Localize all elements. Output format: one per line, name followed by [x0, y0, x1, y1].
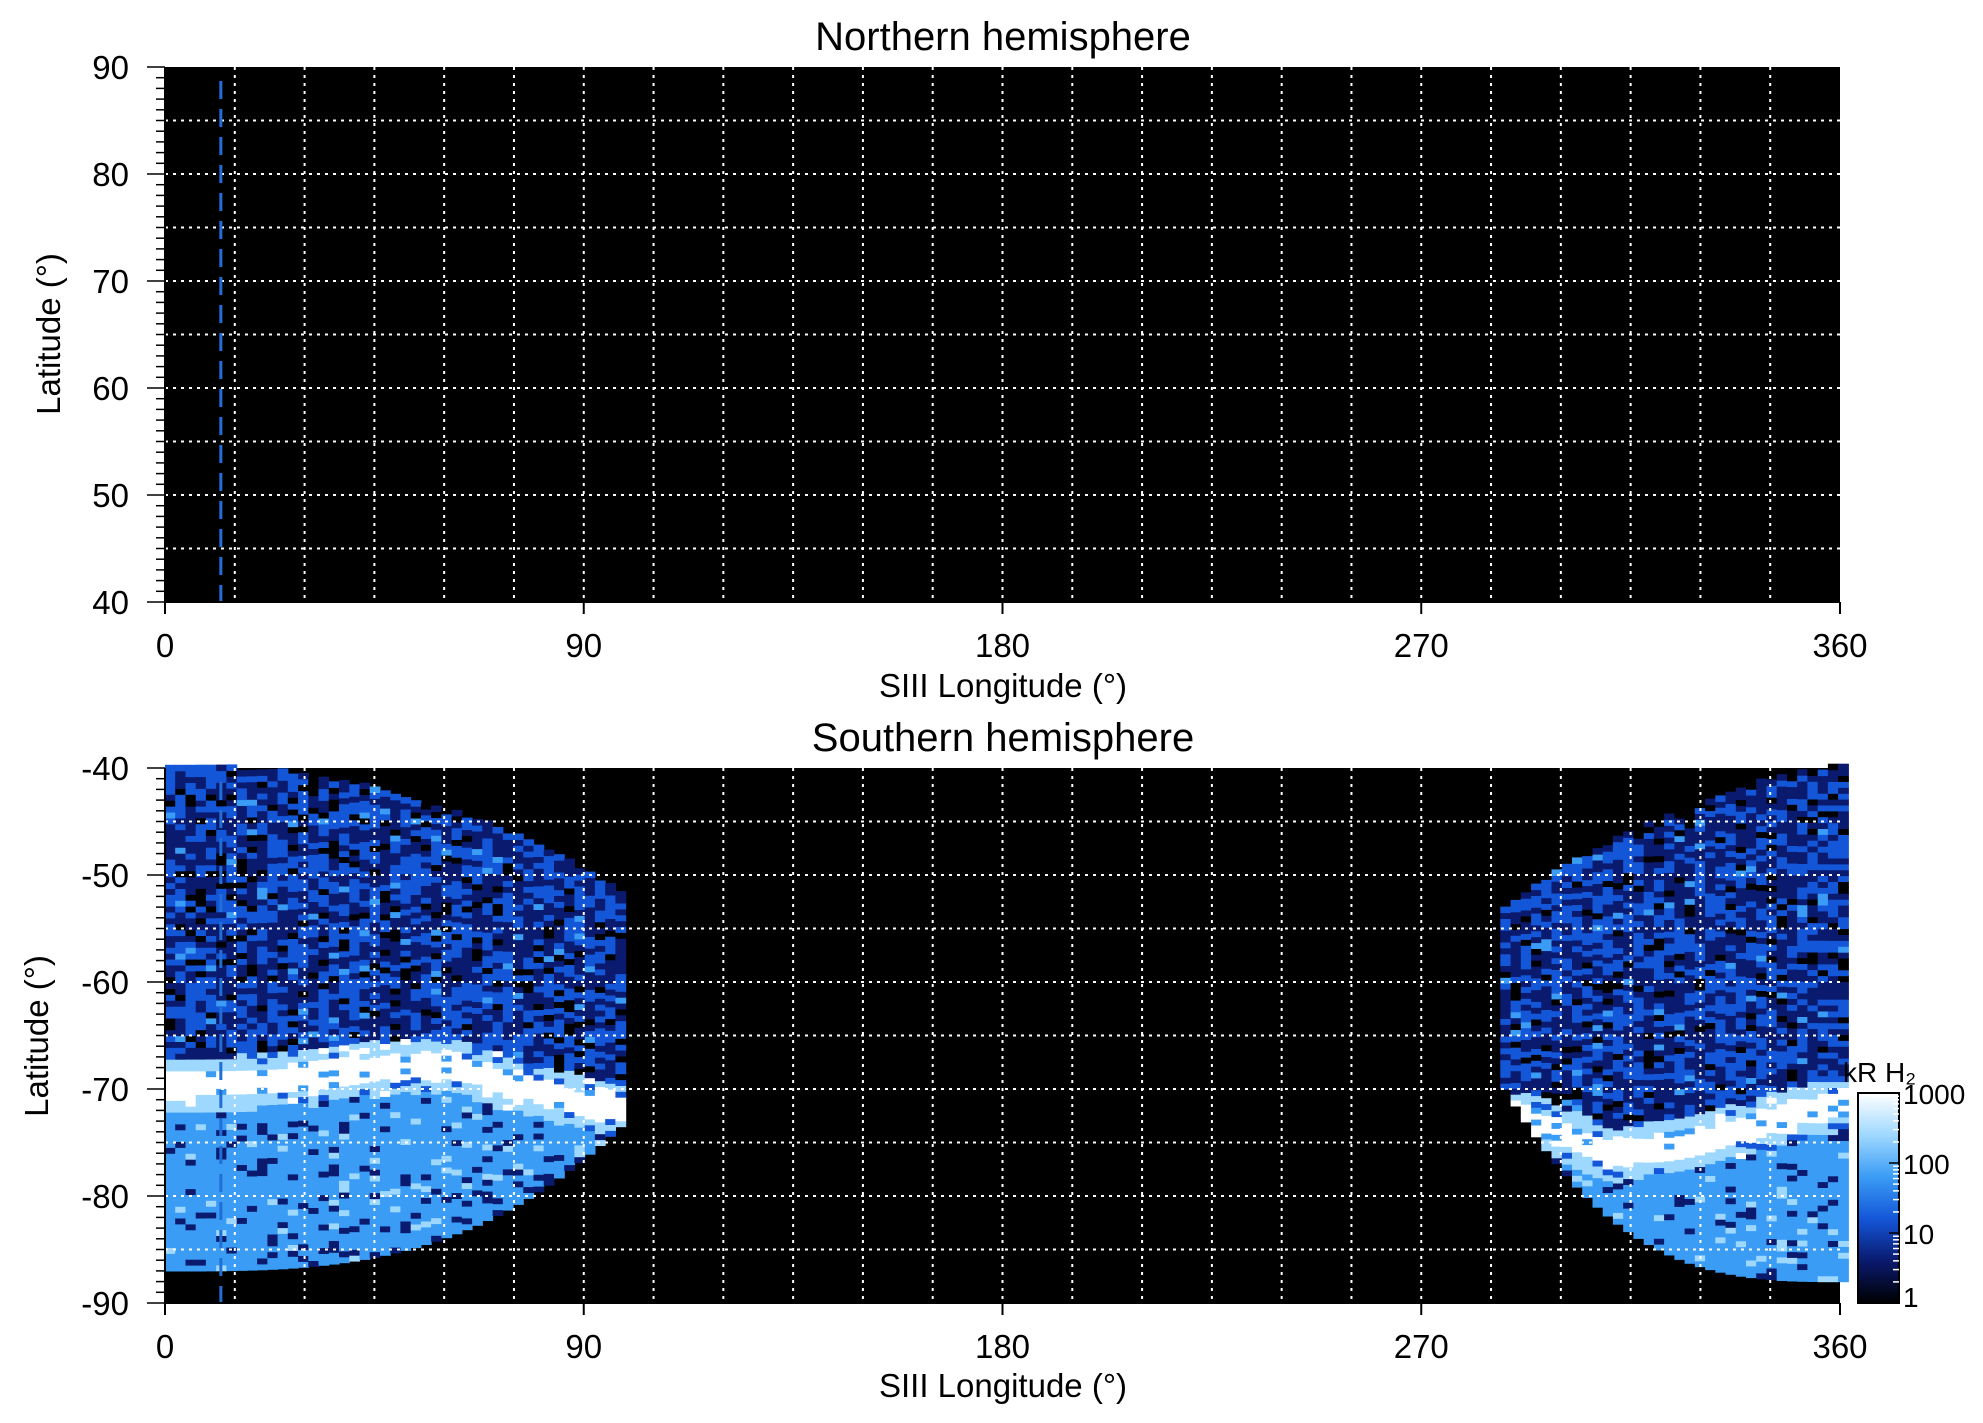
x-tick-label: 90	[565, 1328, 602, 1365]
y-tick-label: -80	[81, 1178, 129, 1215]
y-tick-label: 90	[92, 49, 129, 86]
x-tick-label: 0	[156, 627, 174, 664]
colorbar: kR H₂ 1 10 100 1000	[1843, 1057, 1965, 1313]
y-tick-label: 70	[92, 263, 129, 300]
y-tick-label: 80	[92, 156, 129, 193]
north-y-axis-label: Latitude (°)	[30, 253, 67, 415]
south-x-axis-label: SIII Longitude (°)	[879, 1367, 1127, 1404]
south-grid	[165, 768, 1840, 1303]
x-tick-label: 0	[156, 1328, 174, 1365]
south-emission-map	[165, 763, 1849, 1283]
y-tick-label: 50	[92, 477, 129, 514]
colorbar-gradient	[1857, 1092, 1900, 1304]
emission-region	[1500, 763, 1849, 1283]
x-tick-label: 270	[1394, 1328, 1449, 1365]
colorbar-tick-label: 10	[1903, 1219, 1934, 1250]
x-tick-label: 90	[565, 627, 602, 664]
north-x-axis-label: SIII Longitude (°)	[879, 667, 1127, 704]
colorbar-tick-label: 1000	[1903, 1079, 1965, 1110]
colorbar-tick-label: 100	[1903, 1149, 1950, 1180]
x-tick-label: 180	[975, 627, 1030, 664]
north-title: Northern hemisphere	[815, 15, 1191, 59]
south-y-axis-label: Latitude (°)	[18, 955, 55, 1117]
south-panel: Southern hemisphere -90 -80 -70 -60 -50 -40 0…	[18, 716, 1868, 1404]
north-panel: Northern hemisphere 40 50 60 70 80 90 0 90 180 2…	[30, 15, 1868, 704]
y-tick-label: -90	[81, 1285, 129, 1322]
x-tick-label: 360	[1812, 1328, 1867, 1365]
north-grid	[165, 67, 1840, 602]
emission-region	[165, 764, 627, 1272]
y-tick-label: -40	[81, 750, 129, 787]
south-y-axis: -90 -80 -70 -60 -50 -40	[81, 750, 166, 1322]
x-tick-label: 360	[1812, 627, 1867, 664]
south-x-axis: 0 90 180 270 360	[156, 1302, 1868, 1365]
y-tick-label: -50	[81, 857, 129, 894]
north-y-axis: 40 50 60 70 80 90	[92, 49, 166, 621]
colorbar-ticks: 1 10 100 1000	[1889, 1079, 1965, 1313]
colorbar-label: kR H₂	[1843, 1057, 1916, 1088]
south-title: Southern hemisphere	[812, 716, 1194, 760]
y-tick-label: -60	[81, 964, 129, 1001]
colorbar-tick-label: 1	[1903, 1282, 1919, 1313]
y-tick-label: 60	[92, 370, 129, 407]
x-tick-label: 270	[1394, 627, 1449, 664]
y-tick-label: -70	[81, 1071, 129, 1108]
north-x-axis: 0 90 180 270 360	[156, 601, 1868, 664]
y-tick-label: 40	[92, 584, 129, 621]
x-tick-label: 180	[975, 1328, 1030, 1365]
